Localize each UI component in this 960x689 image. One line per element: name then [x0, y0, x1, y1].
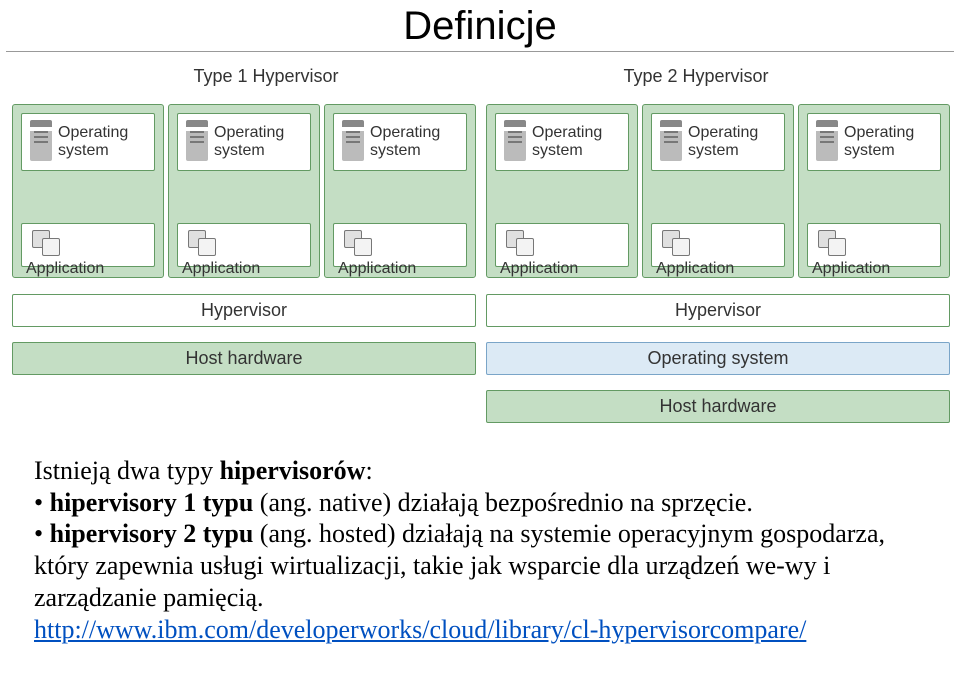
type1-hypervisor-layer: Hypervisor [12, 294, 476, 327]
vm-box: Operatingsystem Application [12, 104, 164, 278]
bullet2-bold: hipervisory 2 typu [50, 519, 254, 548]
vm-os-box: Operatingsystem [651, 113, 785, 171]
vm-os-box: Operatingsystem [495, 113, 629, 171]
vm-os-box: Operatingsystem [177, 113, 311, 171]
vm-app-box: Application [495, 223, 629, 267]
vm-app-box: Application [807, 223, 941, 267]
type2-host-hardware-layer: Host hardware [486, 390, 950, 423]
slide-title: Definicje [6, 0, 954, 51]
server-icon [342, 120, 364, 162]
application-icon [32, 230, 68, 260]
application-icon [344, 230, 380, 260]
type2-header-label: Type 2 Hypervisor [596, 66, 796, 87]
application-icon [818, 230, 854, 260]
vm-app-box: Application [333, 223, 467, 267]
type2-hypervisor-layer: Hypervisor [486, 294, 950, 327]
server-icon [660, 120, 682, 162]
body-text: Istnieją dwa typy hipervisorów: hipervis… [6, 441, 954, 645]
bullet-2: hipervisory 2 typu (ang. hosted) działaj… [34, 518, 926, 613]
type1-header-label: Type 1 Hypervisor [166, 66, 366, 87]
server-icon [816, 120, 838, 162]
intro-bold: hipervisorów [220, 456, 366, 485]
type2-operating-system-layer: Operating system [486, 342, 950, 375]
vm-app-box: Application [651, 223, 785, 267]
vm-os-box: Operatingsystem [807, 113, 941, 171]
server-icon [186, 120, 208, 162]
application-icon [188, 230, 224, 260]
vm-app-box: Application [21, 223, 155, 267]
vm-box: Operatingsystem Application [798, 104, 950, 278]
type1-host-hardware-layer: Host hardware [12, 342, 476, 375]
hypervisor-diagram: Type 1 Hypervisor Type 2 Hypervisor Oper… [6, 51, 954, 441]
vm-box: Operatingsystem Application [486, 104, 638, 278]
source-link-line: http://www.ibm.com/developerworks/cloud/… [34, 614, 926, 646]
intro-line: Istnieją dwa typy hipervisorów: [34, 455, 926, 487]
bullet1-bold: hipervisory 1 typu [50, 488, 254, 517]
vm-os-box: Operatingsystem [21, 113, 155, 171]
vm-box: Operatingsystem Application [642, 104, 794, 278]
vm-app-box: Application [177, 223, 311, 267]
vm-box: Operatingsystem Application [324, 104, 476, 278]
source-link[interactable]: http://www.ibm.com/developerworks/cloud/… [34, 615, 806, 644]
vm-box: Operatingsystem Application [168, 104, 320, 278]
server-icon [504, 120, 526, 162]
server-icon [30, 120, 52, 162]
application-icon [506, 230, 542, 260]
intro-tail: : [365, 456, 372, 485]
bullet1-text: (ang. native) działają bezpośrednio na s… [253, 488, 753, 517]
intro-text: Istnieją dwa typy [34, 456, 213, 485]
bullet-1: hipervisory 1 typu (ang. native) działaj… [34, 487, 926, 519]
application-icon [662, 230, 698, 260]
vm-os-box: Operatingsystem [333, 113, 467, 171]
